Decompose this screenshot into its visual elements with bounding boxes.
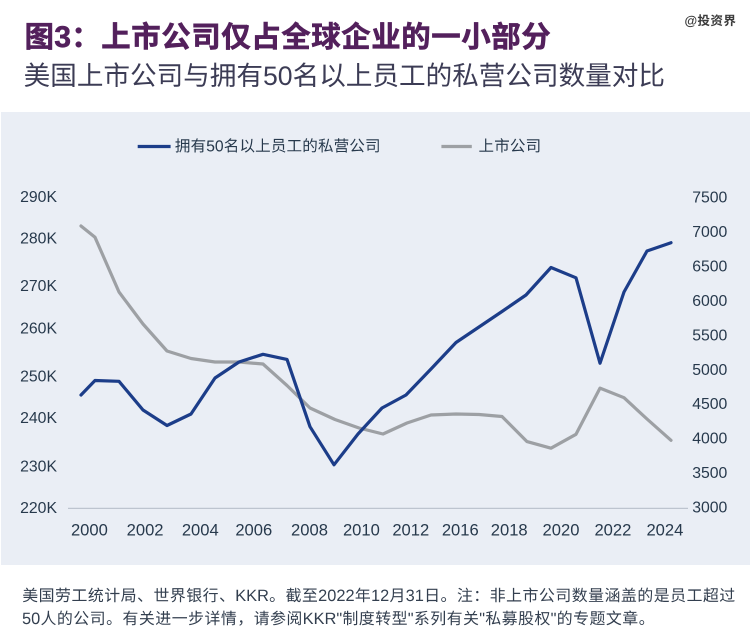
svg-text:4000: 4000 (692, 431, 727, 448)
svg-text:230K: 230K (20, 458, 57, 475)
svg-text:2000: 2000 (71, 520, 108, 539)
svg-text:6500: 6500 (692, 258, 727, 275)
svg-text:2020: 2020 (543, 520, 580, 539)
svg-text:2022: 2022 (594, 520, 631, 539)
svg-text:240K: 240K (20, 410, 57, 427)
svg-text:2004: 2004 (182, 520, 219, 539)
svg-text:7500: 7500 (692, 190, 727, 207)
svg-text:270K: 270K (20, 278, 57, 295)
svg-text:2002: 2002 (127, 520, 164, 539)
svg-text:2006: 2006 (235, 520, 272, 539)
svg-text:7000: 7000 (692, 224, 727, 241)
svg-text:2016: 2016 (442, 520, 479, 539)
svg-text:3000: 3000 (692, 500, 727, 517)
svg-text:2010: 2010 (343, 520, 380, 539)
svg-text:4500: 4500 (692, 396, 727, 413)
svg-text:5000: 5000 (692, 362, 727, 379)
svg-text:220K: 220K (20, 500, 57, 517)
svg-text:6000: 6000 (692, 293, 727, 310)
svg-text:2008: 2008 (291, 520, 328, 539)
svg-text:2018: 2018 (491, 520, 528, 539)
svg-text:280K: 280K (20, 231, 57, 248)
svg-text:5500: 5500 (692, 327, 727, 344)
svg-text:3500: 3500 (692, 465, 727, 482)
svg-text:250K: 250K (20, 369, 57, 386)
svg-text:2024: 2024 (646, 520, 683, 539)
svg-text:290K: 290K (20, 189, 57, 206)
svg-text:2012: 2012 (392, 520, 429, 539)
svg-text:260K: 260K (20, 321, 57, 338)
